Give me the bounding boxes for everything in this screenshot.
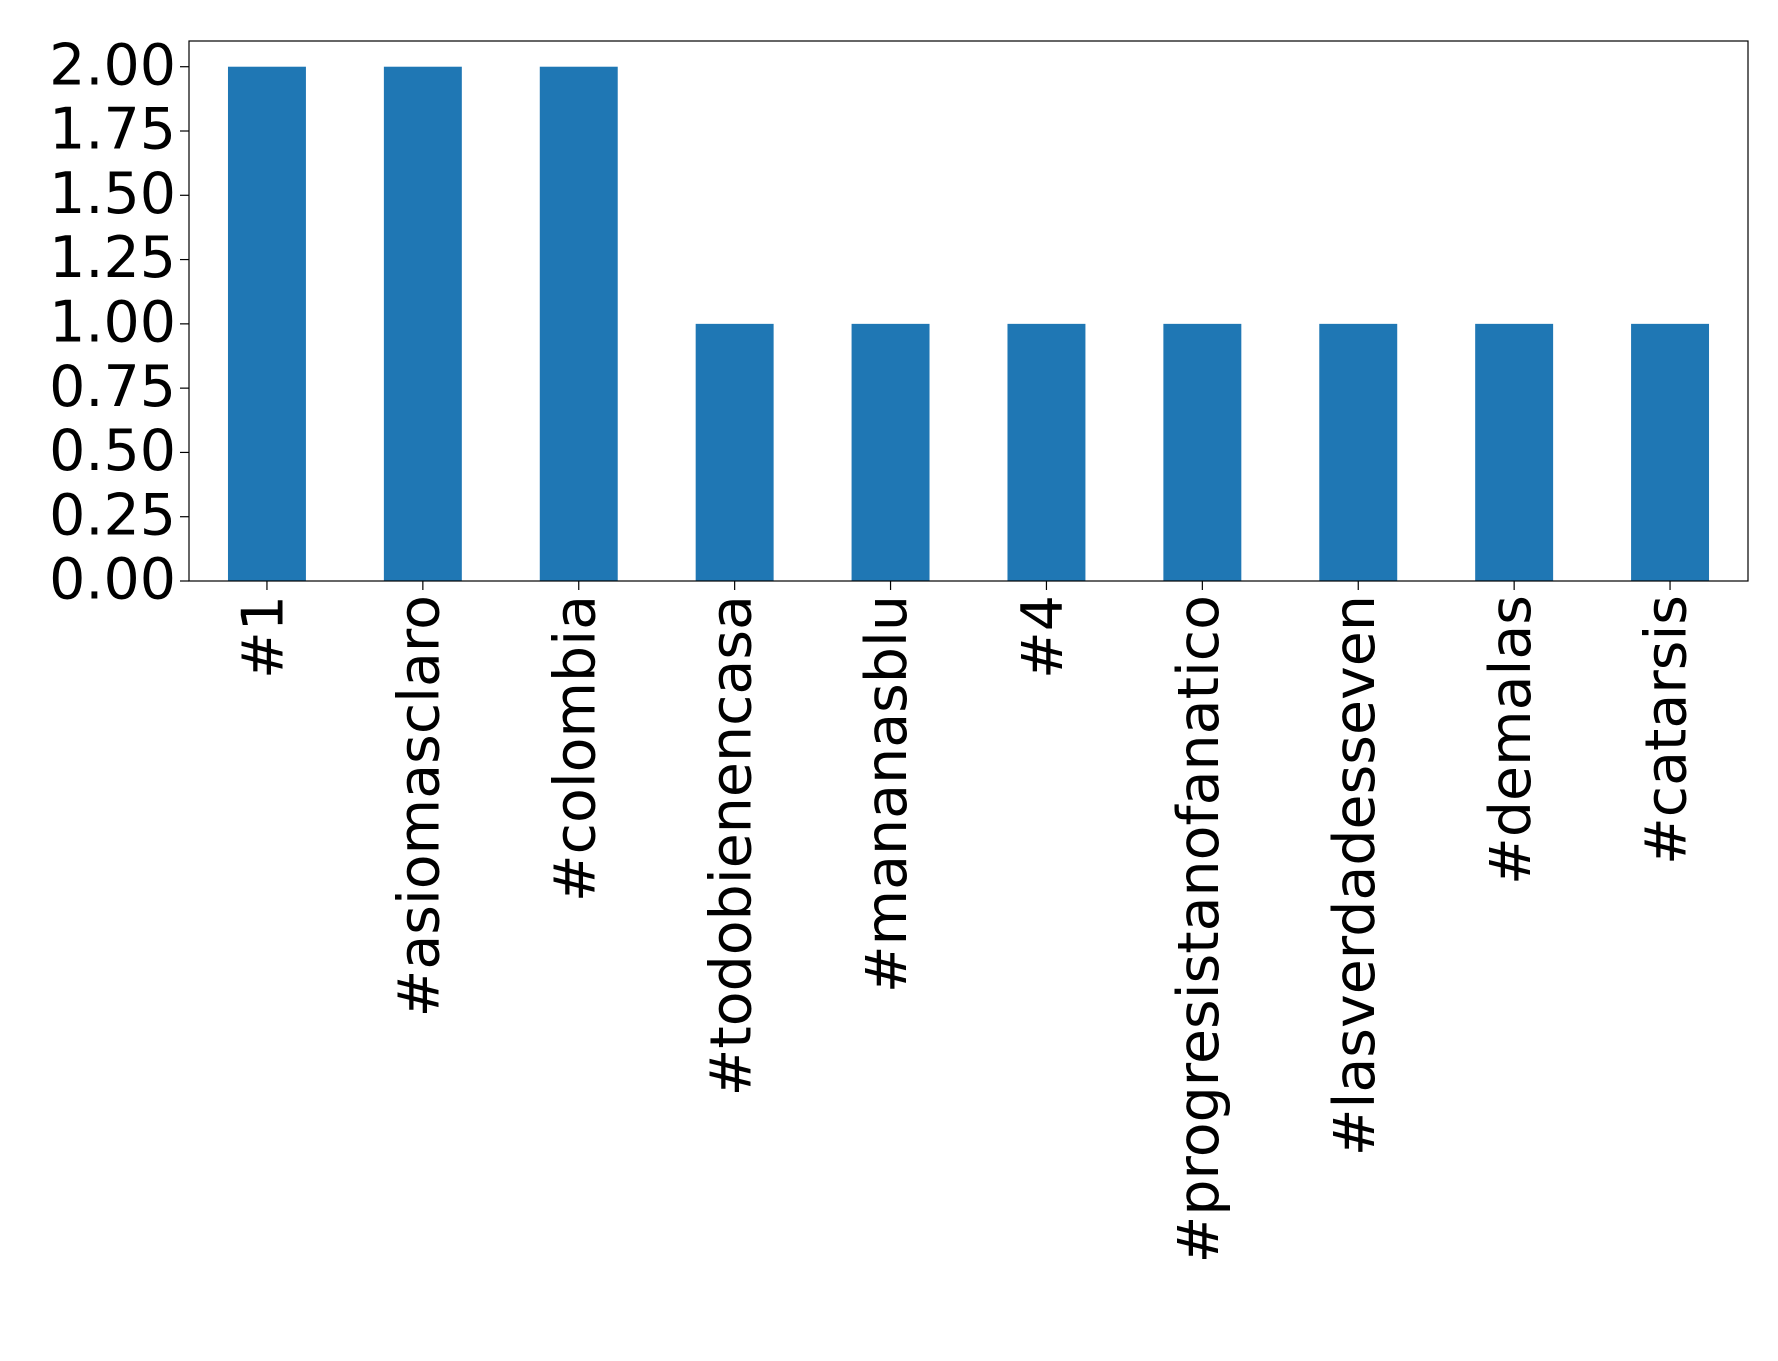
bar xyxy=(1631,323,1710,581)
x-tick-label: #asiomasclaro xyxy=(386,595,452,1017)
y-tick-label: 0.25 xyxy=(49,482,176,548)
y-tick-label: 0.75 xyxy=(49,354,176,420)
y-tick-label: 2.00 xyxy=(49,32,176,98)
plot-frame xyxy=(188,40,1749,582)
bar xyxy=(539,66,618,581)
y-tick-label: 0.00 xyxy=(49,547,176,613)
bar xyxy=(1007,323,1086,581)
bar xyxy=(1475,323,1554,581)
x-tick-label: #1 xyxy=(231,595,297,679)
x-tick-label: #lasverdadesseven xyxy=(1322,595,1388,1156)
y-tick-label: 1.75 xyxy=(49,97,176,163)
y-tick-label: 1.00 xyxy=(49,289,176,355)
bar xyxy=(1163,323,1242,581)
y-tick-label: 1.50 xyxy=(49,161,176,227)
x-tick-label: #demalas xyxy=(1478,595,1544,885)
y-tick-label: 1.25 xyxy=(49,225,176,291)
bar xyxy=(851,323,930,581)
x-tick-label: #4 xyxy=(1010,595,1076,679)
x-tick-label: #todobienencasa xyxy=(698,595,764,1096)
x-tick-label: #mananasblu xyxy=(854,595,920,993)
bar xyxy=(383,66,462,581)
bar xyxy=(227,66,306,581)
x-tick-label: #colombia xyxy=(542,595,608,902)
y-tick-label: 0.50 xyxy=(49,418,176,484)
x-tick-label: #progresistanofanatico xyxy=(1166,595,1232,1263)
bar xyxy=(695,323,774,581)
bar xyxy=(1319,323,1398,581)
x-tick-label: #catarsis xyxy=(1634,595,1700,865)
